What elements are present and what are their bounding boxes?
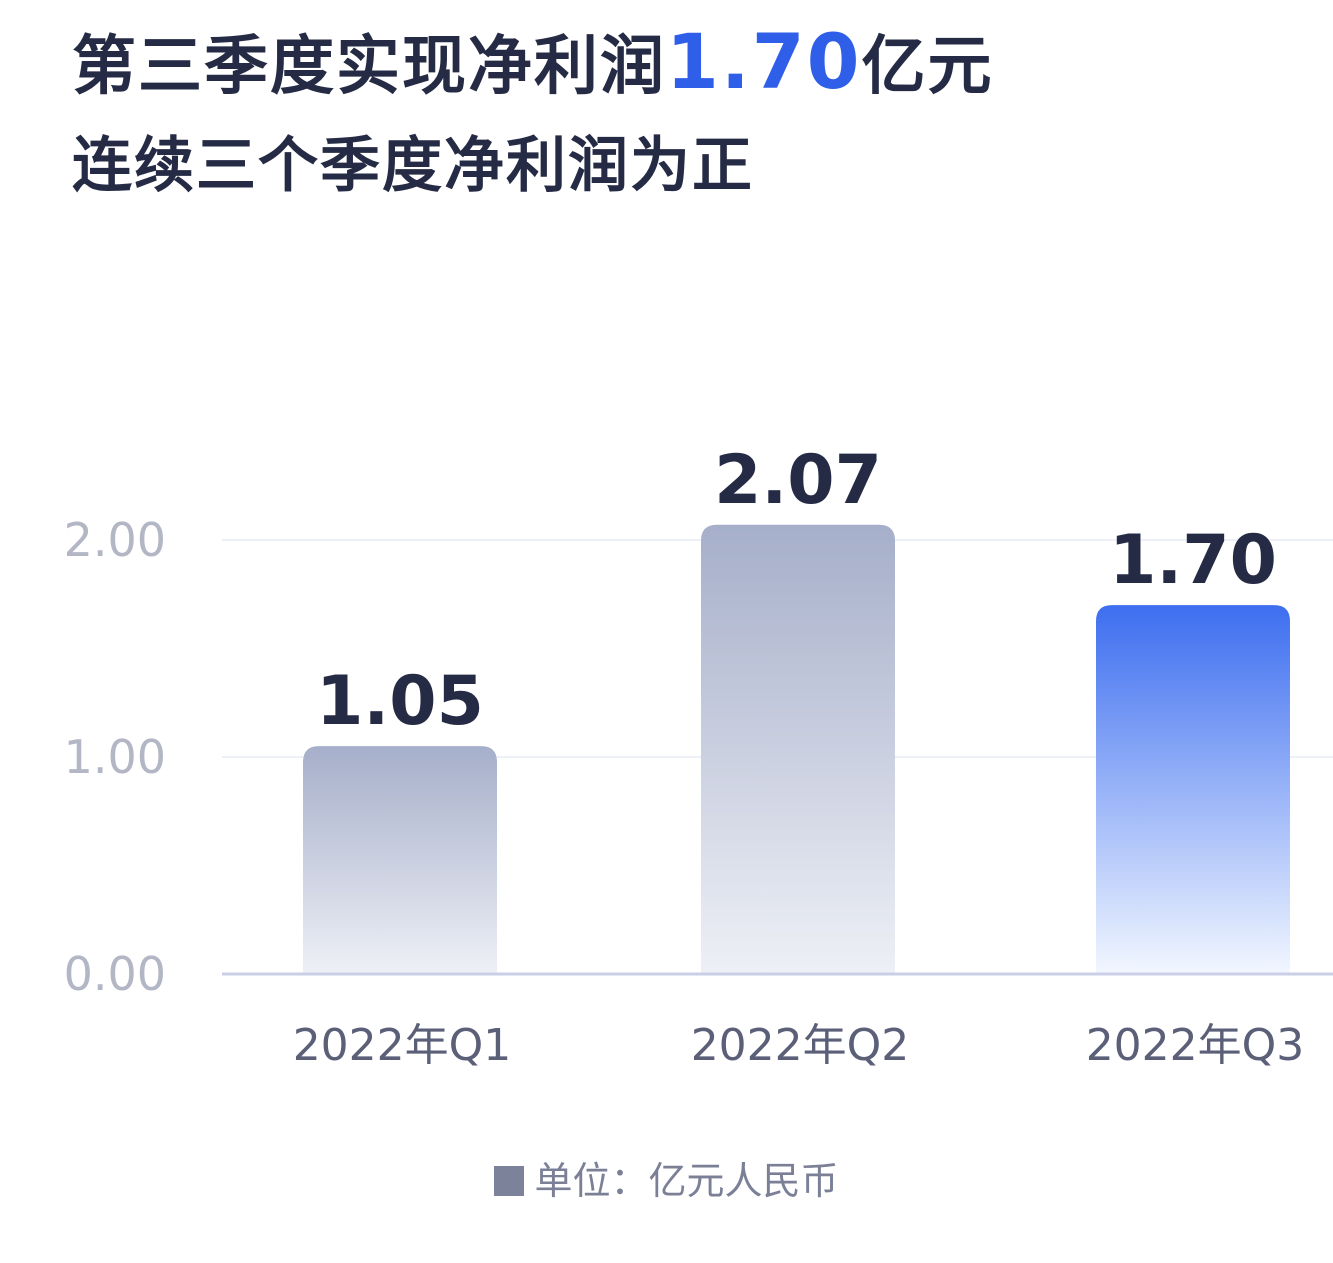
title-prefix: 第三季度实现净利润 [72, 30, 666, 104]
bar-value-label: 2.07 [714, 441, 882, 520]
unit-legend: 单位：亿元人民币 [0, 1150, 1333, 1205]
x-category-label: 2022年Q1 [293, 1020, 512, 1071]
x-category-label: 2022年Q2 [691, 1020, 910, 1071]
chart-subtitle: 连续三个季度净利润为正 [72, 131, 754, 201]
title-suffix: 亿元 [861, 30, 994, 104]
legend-label: 单位：亿元人民币 [534, 1159, 839, 1203]
y-tick-label: 2.00 [64, 513, 166, 567]
y-tick-label: 0.00 [64, 947, 166, 1001]
legend-swatch [494, 1166, 525, 1196]
title-highlight-value: 1.70 [666, 17, 862, 106]
bar-2 [701, 524, 895, 974]
y-tick-label: 1.00 [64, 730, 166, 784]
bar-value-label: 1.70 [1109, 521, 1277, 600]
bar-3 [1096, 605, 1290, 974]
x-category-label: 2022年Q3 [1086, 1020, 1305, 1071]
chart-title: 第三季度实现净利润1.70亿元 [72, 22, 994, 107]
bar-value-label: 1.05 [316, 662, 484, 741]
bar-1 [303, 746, 497, 974]
